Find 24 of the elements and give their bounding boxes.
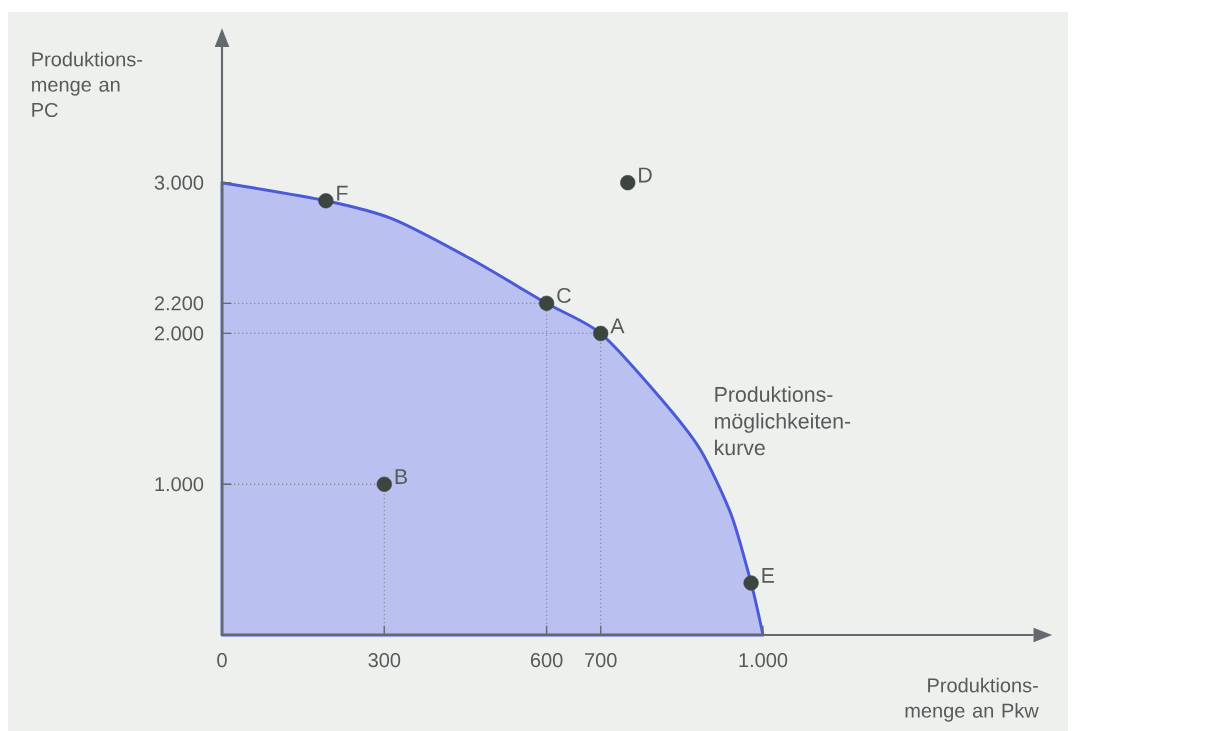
x-tick-label: 300 [368,653,401,668]
x-tick-label: 600 [530,653,563,668]
annotation: D [639,167,652,183]
annotation: Produktions-möglichkeiten-kurve [715,386,851,456]
point [539,295,555,311]
x-tick-label: 700 [585,653,617,668]
y-axis-title: Produktions-menge an PC [32,51,143,118]
y-tick-label: 2.200 [154,296,204,311]
point [593,325,609,342]
y-tick-label: 2.000 [154,326,204,341]
x-axis-title: Produktions-menge an Pkw [905,677,1039,722]
annotation: F [337,185,348,201]
x-tick-label: 0 [217,653,227,668]
annotation: B [395,469,408,484]
y-tick-label: 3.000 [154,175,204,190]
y-tick-label: 1.000 [155,477,204,492]
annotation: A [610,318,625,334]
point [318,193,334,209]
point [620,175,636,191]
annotation: E [762,568,775,583]
point [376,476,392,492]
x-tick-label: 1.000 [739,653,788,668]
point [743,575,759,591]
annotation: C [557,287,571,304]
